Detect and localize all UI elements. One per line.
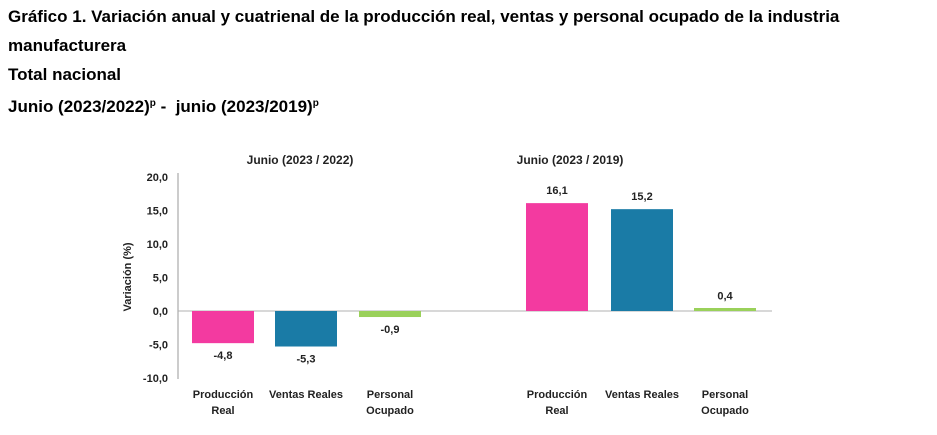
bar-2-2 — [611, 209, 673, 311]
bar-1-2 — [275, 311, 337, 347]
title-line-2: manufacturera — [8, 36, 127, 55]
data-label: -5,3 — [297, 354, 316, 366]
y-tick-label: -5,0 — [149, 340, 168, 352]
category-label: Ventas Reales — [605, 389, 679, 401]
period-line: Junio (2023/2022)p - junio (2023/2019)p — [8, 89, 928, 121]
group-title: Junio (2023 / 2019) — [517, 153, 624, 167]
bar-2-3 — [694, 308, 756, 311]
period-b: junio (2023/2019) — [175, 97, 313, 116]
category-label: Ventas Reales — [269, 389, 343, 401]
y-tick-label: 10,0 — [147, 239, 168, 251]
bar-2-1 — [526, 203, 588, 311]
y-tick-label: 0,0 — [153, 306, 168, 318]
y-tick-label: -10,0 — [143, 373, 168, 385]
data-label: -0,9 — [381, 324, 400, 336]
category-label: Personal — [367, 389, 413, 401]
category-label: Producción — [193, 389, 254, 401]
chart-header: Gráfico 1. Variación anual y cuatrienal … — [8, 2, 928, 121]
title-line-1: Gráfico 1. Variación anual y cuatrienal … — [8, 7, 840, 26]
y-tick-label: 20,0 — [147, 172, 168, 184]
category-label: Producción — [527, 389, 588, 401]
category-label: Personal — [702, 389, 748, 401]
period-separator: - — [155, 97, 176, 116]
data-label: -4,8 — [214, 350, 233, 362]
period-a-sup: p — [149, 98, 156, 109]
data-label: 15,2 — [631, 191, 652, 203]
bar-1-1 — [192, 311, 254, 344]
category-label: Ocupado — [701, 405, 749, 417]
period-b-sup: p — [312, 98, 319, 109]
bar-1-3 — [359, 311, 421, 318]
data-label: 16,1 — [546, 185, 567, 197]
category-label: Ocupado — [366, 405, 414, 417]
subtitle: Total nacional — [8, 65, 122, 84]
data-label: 0,4 — [717, 290, 733, 302]
y-tick-label: 15,0 — [147, 206, 168, 218]
category-label: Real — [211, 405, 234, 417]
y-tick-label: 5,0 — [153, 273, 168, 285]
group-title: Junio (2023 / 2022) — [247, 153, 354, 167]
period-a: Junio (2023/2022) — [8, 97, 150, 116]
category-label: Real — [545, 405, 568, 417]
y-axis-label: Variación (%) — [122, 242, 134, 311]
